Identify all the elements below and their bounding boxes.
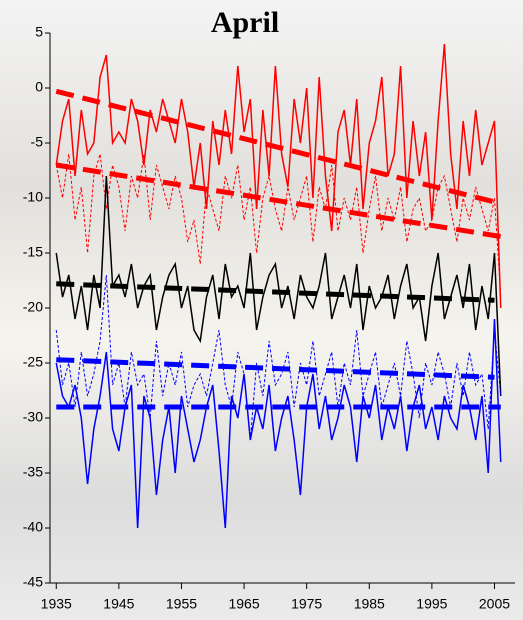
- trend-line: [55, 162, 502, 239]
- y-tick-label: -40: [23, 519, 43, 535]
- data-line: [55, 43, 502, 309]
- trend-line: [56, 281, 495, 303]
- trend-line: [55, 88, 502, 206]
- y-tick-label: -25: [23, 354, 43, 370]
- plot-area: -45 -40 -35 -30 -25 -20 -15 -10 -5 0 5 1935 1945 1955…: [23, 24, 515, 612]
- data-line: [55, 153, 502, 298]
- y-tick-label: -45: [23, 574, 43, 590]
- x-tick-label: 2005: [479, 596, 510, 612]
- data-line: [55, 318, 502, 529]
- y-tick-label: -20: [23, 299, 43, 315]
- y-tick-label: -15: [23, 244, 43, 260]
- x-tick-label: 1945: [103, 596, 134, 612]
- y-tick-label: -35: [23, 464, 43, 480]
- y-tick-label: -5: [31, 134, 44, 150]
- trend-line: [56, 357, 495, 380]
- x-tick-label: 1985: [354, 596, 385, 612]
- y-tick-label: 0: [35, 79, 43, 95]
- x-tick-label: 1935: [41, 596, 72, 612]
- y-tick-label: -10: [23, 189, 43, 205]
- chart-title: April: [211, 6, 279, 39]
- x-tick-label: 1995: [416, 596, 447, 612]
- x-tick-label: 1955: [166, 596, 197, 612]
- y-tick-label: -30: [23, 409, 43, 425]
- y-tick-label: 5: [35, 24, 43, 40]
- x-tick-label: 1965: [228, 596, 259, 612]
- data-line: [55, 175, 502, 397]
- x-tick-label: 1975: [291, 596, 322, 612]
- data-line: [55, 274, 502, 441]
